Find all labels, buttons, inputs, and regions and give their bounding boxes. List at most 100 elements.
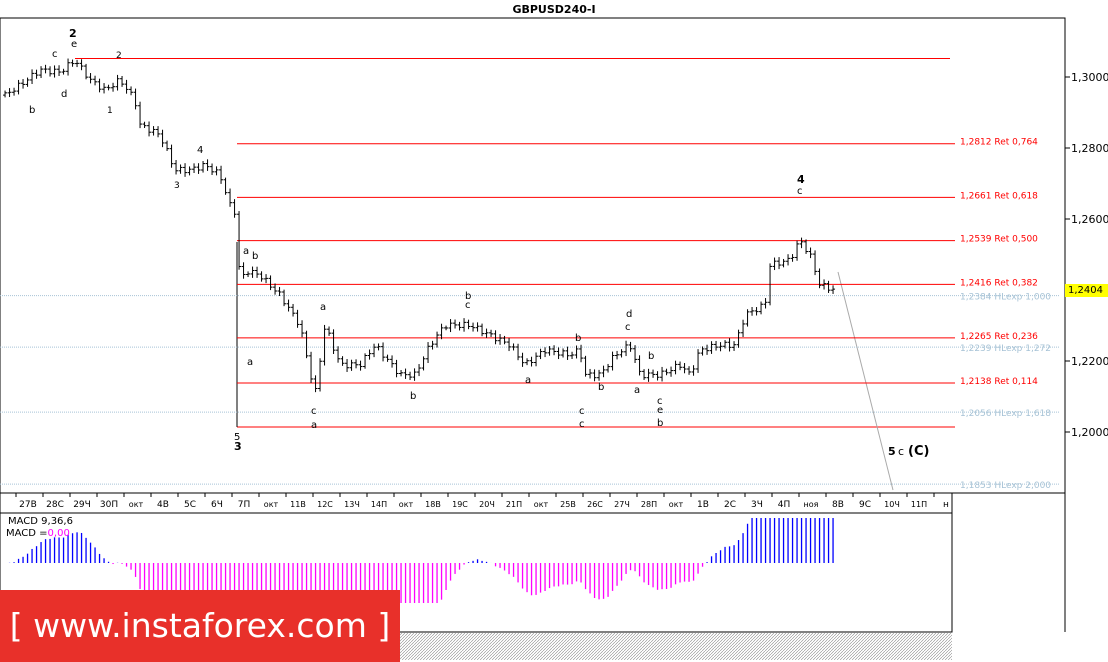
wave-label: (C) — [908, 444, 930, 459]
wave-label: 3 — [174, 181, 180, 191]
wave-label: d — [61, 89, 68, 100]
x-tick-label: 19С — [452, 500, 468, 509]
level-label: 1,2239 HLexp 1,272 — [960, 344, 1051, 354]
x-tick-label: 14П — [371, 500, 387, 509]
x-tick-label: ноя — [804, 500, 819, 509]
macd-panel-frame — [0, 512, 953, 633]
wave-label: c — [579, 406, 585, 417]
x-tick-label: 4П — [778, 500, 791, 510]
wave-label: b — [252, 251, 259, 262]
x-tick-label: 28П — [641, 500, 657, 509]
x-tick-label: 9С — [859, 500, 871, 510]
x-tick-label: 3Ч — [751, 500, 763, 510]
x-tick-label: 11В — [290, 500, 306, 509]
wave-label: c — [625, 322, 631, 333]
wave-label: a — [525, 375, 532, 386]
x-tick-label: 8В — [832, 500, 844, 510]
level-label: 1,2416 Ret 0,382 — [960, 278, 1038, 288]
level-label: 1,2539 Ret 0,500 — [960, 235, 1038, 245]
x-tick-label: окт — [129, 500, 144, 509]
chart-title: GBPUSD240-I — [512, 3, 596, 16]
instaforex-logo[interactable]: [ www.instaforex.com ] — [0, 590, 400, 662]
wave-label: a — [247, 357, 254, 368]
wave-label: e — [657, 405, 664, 416]
main-panel-frame — [0, 17, 1066, 494]
level-label: 1,2056 HLexp 1,618 — [960, 409, 1051, 419]
x-tick-label: 28С — [46, 500, 64, 510]
x-tick-label: 13Ч — [344, 500, 360, 509]
x-tick-label: 30П — [100, 500, 118, 510]
level-label: 1,2661 Ret 0,618 — [960, 191, 1038, 201]
wave-label: 2 — [116, 51, 122, 61]
y-tick-label: 1,3000 — [1071, 71, 1108, 84]
wave-label: a — [243, 246, 250, 257]
wave-label: b — [29, 105, 36, 116]
x-tick-label: окт — [264, 500, 279, 509]
wave-label: d — [626, 309, 633, 320]
y-tick-label: 1,2600 — [1071, 213, 1108, 226]
x-tick-label: 1В — [697, 500, 709, 510]
wave-label: a — [311, 420, 318, 431]
x-tick-label: 27В — [19, 500, 37, 510]
wave-label: c — [898, 445, 905, 458]
macd-value-row: MACD =0,00 — [6, 528, 70, 539]
x-tick-label: 29Ч — [73, 500, 91, 510]
level-label: 1,1853 HLexp 2,000 — [960, 481, 1051, 491]
x-tick-label: 27Ч — [614, 500, 630, 509]
x-tick-label: 5С — [184, 500, 196, 510]
wave-label: c — [797, 186, 803, 197]
wave-label: 4 — [197, 145, 204, 156]
level-label: 1,2812 Ret 0,764 — [960, 138, 1038, 148]
wave-label: b — [575, 333, 582, 344]
x-tick-label: 6Ч — [211, 500, 223, 510]
x-tick-label: 4В — [157, 500, 169, 510]
x-tick-label: окт — [669, 500, 684, 509]
y-tick-label: 1,2200 — [1071, 355, 1108, 368]
x-tick-label: окт — [399, 500, 414, 509]
macd-value-prefix: MACD = — [6, 528, 48, 539]
wave-label: b — [410, 391, 417, 402]
level-label: 1,2265 Ret 0,236 — [960, 332, 1038, 342]
wave-label: c — [52, 49, 58, 60]
hatched-area — [400, 633, 952, 660]
wave-label: 5 — [234, 432, 241, 443]
projection-trendline — [837, 271, 894, 491]
x-tick-label: 21П — [506, 500, 522, 509]
x-tick-label: 26С — [587, 500, 603, 509]
wave-label: b — [598, 382, 605, 393]
x-tick-label: н — [943, 500, 949, 510]
macd-value: 0,00 — [47, 528, 70, 539]
x-tick-label: 25В — [560, 500, 576, 509]
macd-label: MACD 9,36,6 — [8, 516, 73, 527]
wave-label: c — [311, 406, 317, 417]
x-tick-label: 20Ч — [479, 500, 495, 509]
wave-label: 3 — [234, 440, 242, 453]
y-tick-label: 1,2000 — [1071, 426, 1108, 439]
x-tick-label: 12С — [317, 500, 333, 509]
x-tick-label: 11П — [911, 500, 927, 509]
x-tick-label: 2С — [724, 500, 736, 510]
wave-label: b — [648, 351, 655, 362]
wave-label: c — [657, 396, 663, 407]
x-tick-label: 10Ч — [884, 500, 900, 509]
wave-label: b — [465, 291, 472, 302]
y-tick-label: 1,2800 — [1071, 142, 1108, 155]
x-tick-label: окт — [534, 500, 549, 509]
wave-label: a — [320, 302, 327, 313]
current-price-marker: 1,2404 — [1065, 284, 1108, 297]
level-label: 1,2138 Ret 0,114 — [960, 377, 1038, 387]
x-tick-label: 7П — [238, 500, 251, 510]
wave-label: 5 — [888, 445, 896, 458]
wave-label: 1 — [107, 106, 113, 116]
wave-label: 4 — [797, 173, 805, 186]
wave-label: c — [579, 419, 585, 430]
wave-label: b — [657, 418, 664, 429]
wave-label: c — [465, 300, 471, 311]
level-label: 1,2384 HLexp 1,000 — [960, 293, 1051, 303]
wave-label: a — [634, 385, 641, 396]
x-tick-label: 18В — [425, 500, 441, 509]
wave-label: 2 — [69, 27, 77, 40]
wave-label: e — [71, 39, 78, 50]
